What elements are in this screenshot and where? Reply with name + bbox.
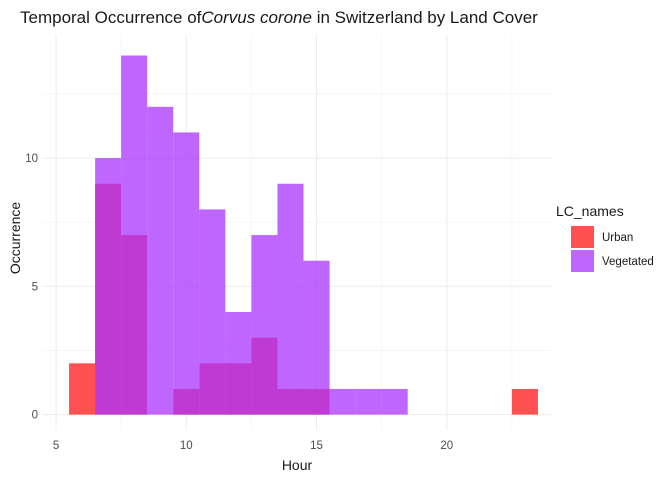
y-tick-label: 5 <box>32 281 38 293</box>
bar-vegetated-hour-13 <box>251 235 278 415</box>
histogram-bars <box>69 55 538 415</box>
bar-vegetated-hour-14 <box>277 183 304 415</box>
legend-label-vegetated: Vegetated <box>602 256 654 268</box>
bar-vegetated-hour-10 <box>173 132 200 415</box>
bar-vegetated-hour-9 <box>147 106 174 415</box>
bar-vegetated-hour-11 <box>199 209 226 415</box>
x-tick-label: 10 <box>180 440 193 452</box>
legend-swatch-vegetated <box>571 250 594 272</box>
axis-tick-labels: 5 10 15 20 0 5 10 <box>25 153 453 452</box>
bar-vegetated-hour-7 <box>95 158 122 415</box>
bar-vegetated-hour-18 <box>381 388 408 415</box>
bar-vegetated-hour-15 <box>303 260 330 415</box>
chart-title-prefix: Temporal Occurrence of <box>20 8 202 27</box>
legend-label-urban: Urban <box>602 232 633 244</box>
bar-vegetated-hour-17 <box>355 388 382 415</box>
bar-urban-hour-23 <box>511 388 538 415</box>
x-tick-label: 20 <box>440 440 453 452</box>
x-tick-label: 5 <box>53 440 59 452</box>
x-tick-label: 15 <box>310 440 323 452</box>
y-tick-label: 10 <box>25 153 38 165</box>
bar-vegetated-hour-16 <box>329 388 356 415</box>
chart-title-suffix: in Switzerland by Land Cover <box>311 8 538 27</box>
chart-title: Temporal Occurrence ofCorvus corone in S… <box>20 8 538 28</box>
y-axis-title: Occurrence <box>7 202 23 275</box>
chart-title-species: Corvus corone <box>201 8 312 27</box>
x-axis-title: Hour <box>282 457 313 473</box>
bar-urban-hour-6 <box>69 363 96 415</box>
y-tick-label: 0 <box>32 410 38 422</box>
legend: LC_names Urban Vegetated <box>556 203 654 272</box>
legend-title: LC_names <box>556 203 624 219</box>
bar-vegetated-hour-12 <box>225 312 252 415</box>
legend-swatch-urban <box>571 226 594 248</box>
bar-vegetated-hour-8 <box>121 55 148 415</box>
